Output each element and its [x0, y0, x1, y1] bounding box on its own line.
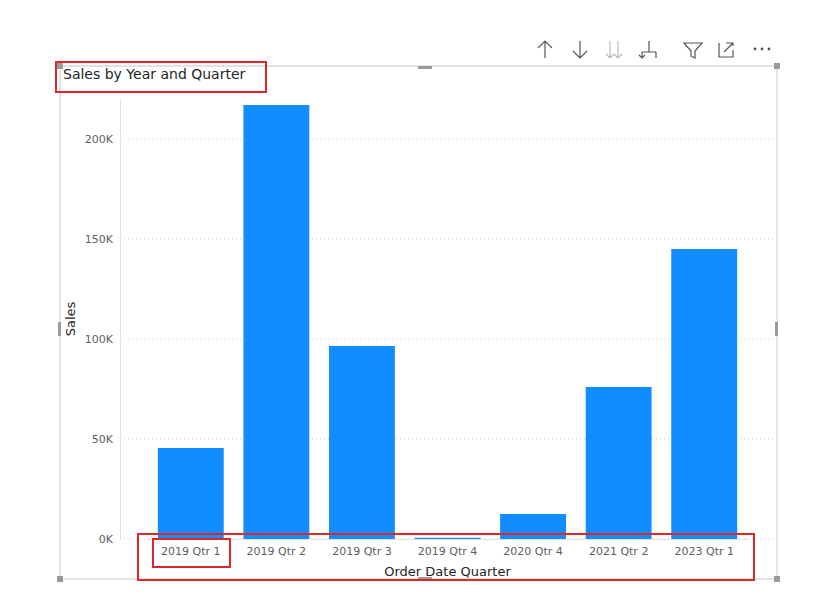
chart-title: Sales by Year and Quarter: [63, 66, 246, 82]
more-options-dot[interactable]: [761, 48, 764, 51]
y-tick: 100K: [85, 333, 120, 346]
y-tick: 150K: [85, 233, 120, 246]
more-options-dot[interactable]: [754, 48, 757, 51]
x-tick-label: 2019 Qtr 1: [161, 545, 220, 558]
x-tick: 2020 Qtr 4: [503, 539, 562, 558]
bar[interactable]: [500, 514, 566, 539]
bar[interactable]: [671, 249, 737, 539]
highlight-box: [153, 539, 230, 567]
x-tick-label: 2019 Qtr 3: [332, 545, 391, 558]
grid: [120, 139, 775, 539]
x-axis-line: [149, 539, 748, 540]
chart-svg: 0K50K100K150K200K2019 Qtr 12019 Qtr 2201…: [0, 0, 834, 611]
drill-up-icon[interactable]: [538, 41, 552, 58]
visual-frame: [60, 66, 777, 579]
y-axis-title: Sales: [63, 301, 78, 336]
focus-icon[interactable]: [719, 43, 733, 57]
y-tick: 0K: [99, 533, 120, 546]
toolbar: [538, 41, 733, 58]
bars: [158, 105, 737, 539]
bar[interactable]: [415, 538, 481, 539]
x-tick: 2019 Qtr 4: [418, 539, 477, 558]
drill-down-icon[interactable]: [573, 41, 587, 58]
resize-handle[interactable]: [57, 576, 63, 582]
x-tick-label: 2023 Qtr 1: [674, 545, 733, 558]
grid-line: [120, 139, 775, 140]
x-tick-label: 2020 Qtr 4: [503, 545, 562, 558]
x-tick-label: 2019 Qtr 2: [247, 545, 306, 558]
bar[interactable]: [586, 387, 652, 539]
bar[interactable]: [329, 346, 395, 539]
y-tick-label: 50K: [92, 433, 114, 446]
resize-handle[interactable]: [58, 322, 61, 336]
x-tick: 2019 Qtr 1: [161, 539, 220, 558]
y-tick-label: 200K: [85, 133, 114, 146]
x-axis-title: Order Date Quarter: [384, 564, 511, 579]
x-tick: 2019 Qtr 3: [332, 539, 391, 558]
x-tick: 2021 Qtr 2: [589, 539, 648, 558]
grid-line: [120, 239, 775, 240]
resize-handle[interactable]: [774, 576, 780, 582]
highlight-box: [56, 62, 266, 92]
y-axis: 0K 50K 100K 150K 200K: [85, 100, 121, 547]
expand-next-icon[interactable]: [639, 41, 656, 58]
x-tick: 2023 Qtr 1: [674, 539, 733, 558]
x-tick-label: 2021 Qtr 2: [589, 545, 648, 558]
y-tick: 200K: [85, 133, 120, 146]
more-options-dot[interactable]: [768, 48, 771, 51]
x-axis: 2019 Qtr 1 2019 Qtr 2 2019 Qtr 3 2019 Qtr 4…: [149, 539, 748, 558]
expand-all-icon[interactable]: [606, 41, 622, 58]
x-tick-label: 2019 Qtr 4: [418, 545, 477, 558]
bar[interactable]: [243, 105, 309, 539]
x-tick: 2019 Qtr 2: [247, 539, 306, 558]
y-tick: 50K: [92, 433, 120, 446]
resize-handle[interactable]: [418, 66, 432, 69]
resize-handle[interactable]: [774, 63, 780, 69]
highlight-box: [138, 534, 754, 580]
y-axis-line: [120, 100, 121, 540]
chart-container: 0K50K100K150K200K2019 Qtr 12019 Qtr 2201…: [0, 0, 834, 611]
y-tick-label: 150K: [85, 233, 114, 246]
resize-handle[interactable]: [775, 322, 778, 336]
bar[interactable]: [158, 448, 224, 539]
filter-icon[interactable]: [684, 43, 702, 58]
y-tick-label: 0K: [99, 533, 114, 546]
y-tick-label: 100K: [85, 333, 114, 346]
